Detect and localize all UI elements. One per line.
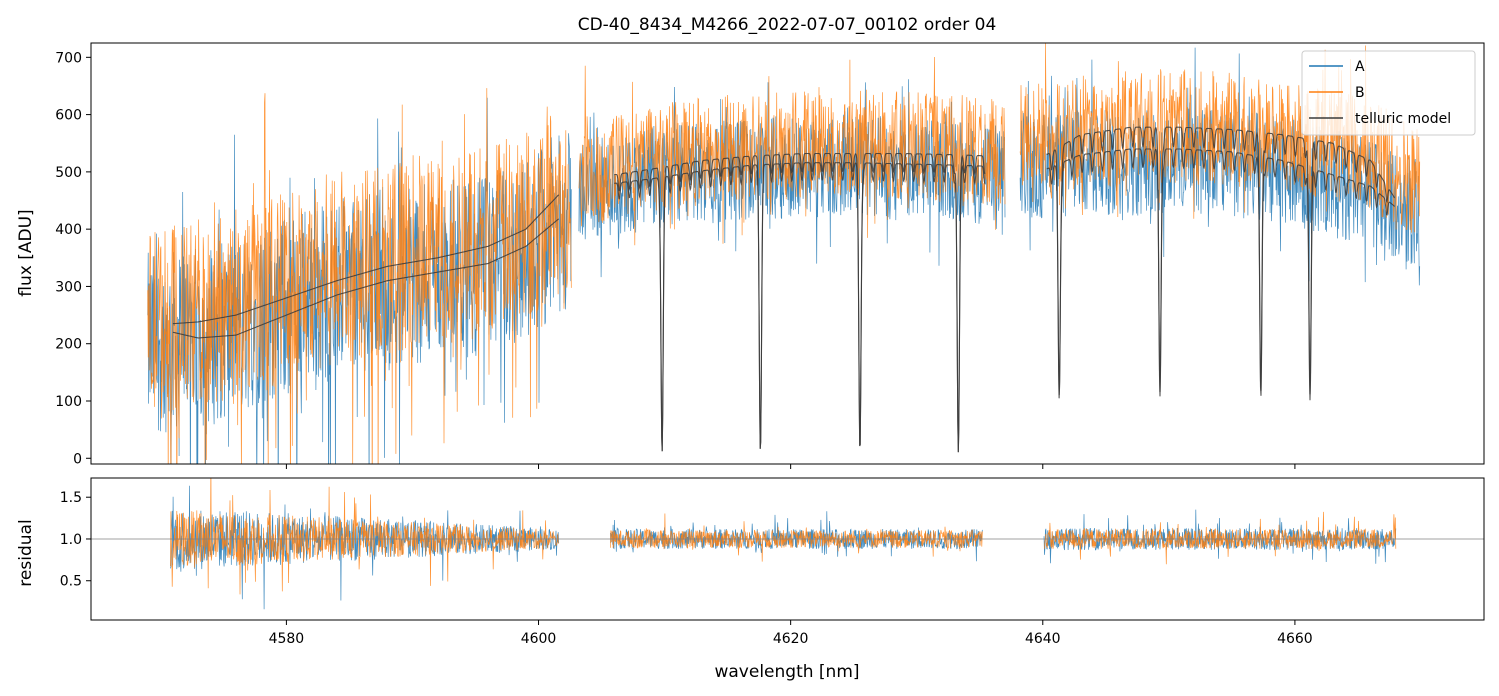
flux-axes-frame	[90, 42, 1485, 465]
residual-x-tick-label: 4600	[521, 631, 557, 647]
residual-x-ticks: 4580 4600 4620 4640 4660	[269, 620, 1313, 647]
flux-y-tick-label: 700	[55, 50, 82, 66]
flux-y-tick-label: 100	[55, 394, 82, 410]
flux-series-b-segment-1	[578, 56, 1006, 246]
residual-series-a-segment-1	[610, 511, 983, 562]
legend-label-a: A	[1355, 59, 1365, 75]
residual-series-b-segment-1	[610, 513, 983, 562]
residual-series-a-segment-0	[170, 485, 560, 610]
residual-y-tick-label: 0.5	[60, 574, 82, 590]
flux-series-b-segment-2	[1019, 43, 1421, 233]
residual-axes-frame	[90, 477, 1485, 621]
flux-x-ticks	[285, 464, 1296, 469]
flux-series-b-segment-0	[147, 88, 572, 464]
telluric-model-curve-0	[172, 194, 560, 325]
residual-y-tick-label: 1.5	[60, 490, 82, 506]
residual-x-tick-label: 4660	[1277, 631, 1313, 647]
telluric-model-curve-5	[1046, 148, 1395, 401]
residual-panel: 0.51.01.5 4580 4600 4620 4640 4660 residual …	[16, 477, 1485, 682]
telluric-model-curve-4	[1046, 126, 1396, 396]
residual-x-tick-label: 4620	[773, 631, 809, 647]
residual-series-a-segment-2	[1043, 509, 1397, 564]
residual-series-b-segment-0	[170, 478, 559, 595]
flux-y-tick-label: 200	[55, 337, 82, 353]
flux-y-ticks: 0 100 200 300 400 500 600 700	[55, 50, 91, 467]
flux-y-axis-label: flux [ADU]	[16, 209, 36, 296]
residual-y-ticks: 0.5 1.0 1.5	[60, 490, 91, 590]
flux-y-tick-label: 300	[55, 279, 82, 295]
flux-series-group	[147, 43, 1421, 464]
residual-series-b-segment-2	[1043, 511, 1397, 565]
legend-label-telluric: telluric model	[1355, 111, 1451, 127]
legend-label-b: B	[1355, 85, 1365, 101]
flux-y-tick-label: 400	[55, 222, 82, 238]
legend: A B telluric model	[1301, 50, 1476, 136]
residual-y-axis-label: residual	[16, 519, 36, 586]
residual-x-tick-label: 4640	[1025, 631, 1061, 647]
flux-y-tick-label: 0	[73, 451, 82, 467]
residual-series-group	[91, 478, 1484, 610]
x-axis-label: wavelength [nm]	[714, 662, 859, 682]
telluric-model-curve-3	[614, 162, 986, 453]
residual-x-tick-label: 4580	[269, 631, 305, 647]
legend-frame	[1301, 50, 1476, 136]
telluric-model-curve-2	[614, 152, 986, 453]
flux-y-tick-label: 600	[55, 108, 82, 124]
flux-panel: 0 100 200 300 400 500 600 700 flux [ADU] A B te…	[16, 42, 1485, 469]
chart-title: CD-40_8434_M4266_2022-07-07_00102 order …	[578, 15, 997, 35]
flux-y-tick-label: 500	[55, 165, 82, 181]
residual-y-tick-label: 1.0	[60, 532, 82, 548]
telluric-model-curve-1	[172, 218, 560, 339]
